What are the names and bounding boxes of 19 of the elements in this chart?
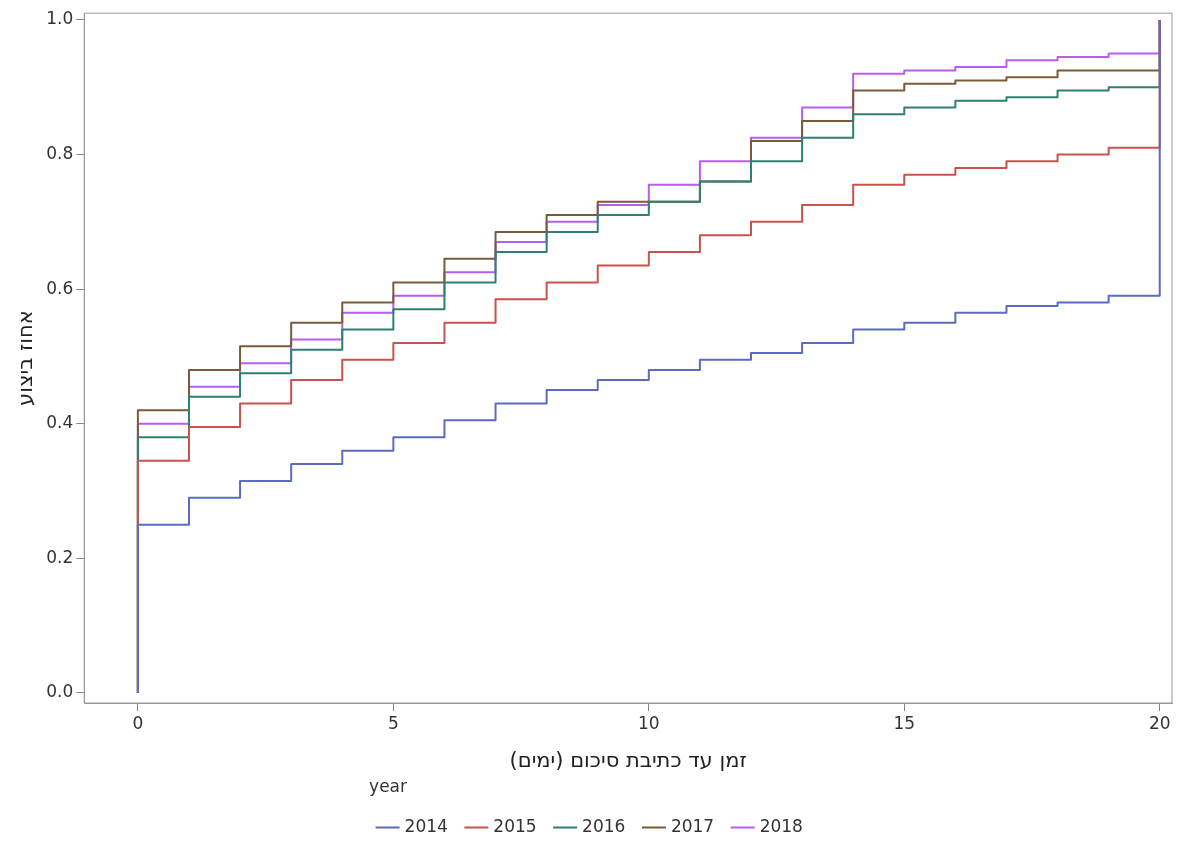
legend-label: 2016: [582, 815, 626, 836]
x-tick-label: 5: [387, 712, 399, 733]
x-tick-label: 20: [1148, 712, 1171, 733]
y-tick-label: 0.4: [46, 412, 74, 433]
legend-label: 2018: [759, 815, 803, 836]
x-tick-label: 0: [132, 712, 144, 733]
x-tick-label: 15: [893, 712, 916, 733]
y-axis-title: אחוז ביצוע: [13, 310, 38, 406]
y-tick-label: 0.0: [46, 681, 74, 702]
legend-label: 2017: [670, 815, 715, 836]
x-tick-label: 10: [637, 712, 660, 733]
y-tick-label: 0.6: [46, 277, 74, 298]
y-tick-label: 0.2: [46, 546, 74, 567]
legend-label: 2014: [404, 815, 448, 836]
y-tick-label: 1.0: [46, 8, 74, 29]
legend-title: year: [369, 775, 408, 796]
legend-label: 2015: [493, 815, 537, 836]
y-tick-label: 0.8: [46, 142, 74, 163]
x-axis-title: זמן עד כתיבת סיכום (ימים): [509, 748, 747, 773]
